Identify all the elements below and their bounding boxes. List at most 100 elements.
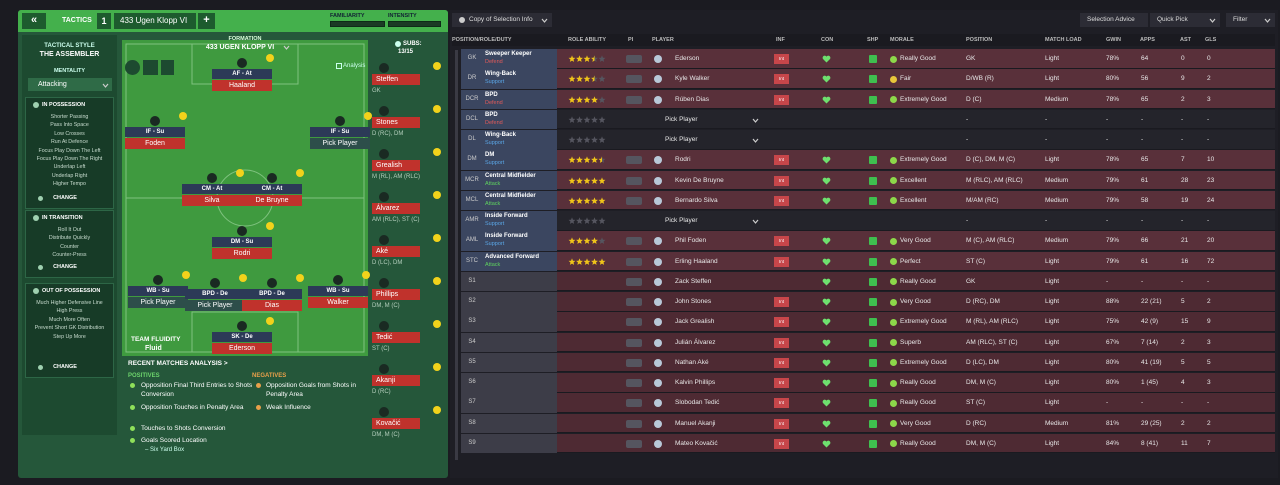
- player-role[interactable]: CM - At: [182, 184, 242, 194]
- pi-icon[interactable]: [626, 176, 642, 185]
- change-button[interactable]: CHANGE: [53, 195, 77, 201]
- sub-slot[interactable]: Tedić: [372, 332, 420, 343]
- player-name[interactable]: Julián Álvarez: [675, 338, 716, 346]
- player-name[interactable]: Jack Grealish: [675, 318, 715, 326]
- player-role[interactable]: AF - At: [212, 69, 272, 79]
- table-row[interactable]: [461, 89, 1275, 109]
- pi-icon[interactable]: [626, 318, 642, 327]
- column-header[interactable]: CON: [821, 37, 834, 43]
- role-name[interactable]: BPD: [485, 91, 498, 98]
- pi-icon[interactable]: [626, 257, 642, 266]
- column-header[interactable]: INF: [776, 37, 785, 43]
- analysis-title[interactable]: RECENT MATCHES ANALYSIS >: [128, 360, 228, 367]
- tactic-name[interactable]: 433 Ugen Klopp VI: [114, 13, 196, 29]
- player-name[interactable]: Rúben Dias: [675, 95, 709, 103]
- sub-slot[interactable]: Stones: [372, 117, 420, 128]
- table-row[interactable]: [461, 292, 1275, 312]
- player-slot[interactable]: De Bruyne: [242, 195, 302, 206]
- player-slot[interactable]: Pick Player: [185, 300, 245, 311]
- player-slot[interactable]: Ederson: [212, 343, 272, 354]
- player-name[interactable]: Bernardo Silva: [675, 196, 718, 204]
- column-header[interactable]: PLAYER: [652, 37, 674, 43]
- column-header[interactable]: POSITION/ROLE/DUTY: [452, 37, 512, 43]
- pi-icon[interactable]: [626, 277, 642, 286]
- player-name[interactable]: Rodri: [675, 156, 691, 164]
- player-name[interactable]: Nathan Aké: [675, 358, 709, 366]
- table-row[interactable]: [461, 190, 1275, 211]
- sub-slot[interactable]: Grealish: [372, 160, 420, 171]
- pi-icon[interactable]: [626, 379, 642, 387]
- player-slot[interactable]: Pick Player: [310, 138, 370, 149]
- sub-slot[interactable]: Kovačić: [372, 418, 420, 429]
- role-name[interactable]: Wing-Back: [485, 71, 516, 78]
- pi-icon[interactable]: [626, 439, 642, 448]
- player-name[interactable]: Pick Player: [665, 115, 698, 123]
- table-row[interactable]: [461, 49, 1275, 69]
- table-row[interactable]: [461, 109, 1275, 130]
- player-slot[interactable]: Rodri: [212, 248, 272, 259]
- view-button[interactable]: [161, 60, 174, 75]
- player-name[interactable]: Ederson: [675, 55, 700, 62]
- role-name[interactable]: Central Midfielder: [485, 172, 536, 179]
- pi-icon[interactable]: [626, 156, 642, 165]
- change-button[interactable]: CHANGE: [53, 364, 77, 370]
- formation-name[interactable]: 433 UGEN KLOPP VI: [205, 44, 275, 51]
- table-row[interactable]: [461, 413, 1275, 433]
- player-slot[interactable]: Walker: [308, 297, 368, 308]
- sub-slot[interactable]: Phillips: [372, 289, 420, 300]
- pi-icon[interactable]: [626, 358, 642, 367]
- role-name[interactable]: Wing-Back: [485, 132, 516, 138]
- player-slot[interactable]: Haaland: [212, 80, 272, 91]
- pi-icon[interactable]: [626, 95, 642, 104]
- view-button[interactable]: [125, 60, 140, 75]
- player-name[interactable]: Pick Player: [665, 136, 698, 143]
- pi-icon[interactable]: [626, 55, 642, 63]
- view-select[interactable]: Copy of Selection Info: [452, 13, 552, 27]
- pi-icon[interactable]: [626, 399, 642, 408]
- back-button[interactable]: «: [22, 13, 46, 29]
- player-name[interactable]: Phil Foden: [675, 237, 707, 245]
- column-header[interactable]: ROLE ABILITY: [568, 37, 606, 43]
- player-role[interactable]: BPD - De: [185, 289, 245, 299]
- column-header[interactable]: APPS: [1140, 37, 1155, 43]
- player-name[interactable]: Mateo Kovačić: [675, 439, 718, 447]
- player-slot[interactable]: Pick Player: [128, 297, 188, 308]
- sub-slot[interactable]: Steffen: [372, 74, 420, 85]
- role-name[interactable]: Central Midfielder: [485, 192, 536, 199]
- role-name[interactable]: Advanced Forward: [485, 253, 540, 260]
- table-row[interactable]: [461, 271, 1275, 292]
- analysis-toggle[interactable]: Analysis: [343, 63, 366, 69]
- player-name[interactable]: John Stones: [675, 298, 712, 305]
- player-role[interactable]: IF - Su: [125, 127, 185, 137]
- player-role[interactable]: IF - Su: [310, 127, 370, 137]
- toolbar-button[interactable]: Selection Advice: [1080, 13, 1148, 27]
- column-header[interactable]: GLS: [1205, 37, 1217, 43]
- toolbar-button[interactable]: Filter: [1226, 13, 1275, 27]
- role-name[interactable]: Inside Forward: [485, 213, 528, 219]
- player-name[interactable]: Erling Haaland: [675, 257, 718, 265]
- player-slot[interactable]: Foden: [125, 138, 185, 149]
- player-role[interactable]: WB - Su: [128, 286, 188, 296]
- player-role[interactable]: CM - At: [242, 184, 302, 194]
- player-role[interactable]: WB - Su: [308, 286, 368, 296]
- table-row[interactable]: [461, 332, 1275, 352]
- player-name[interactable]: Kevin De Bruyne: [675, 176, 724, 184]
- pi-icon[interactable]: [626, 196, 642, 205]
- player-name[interactable]: Zack Steffen: [675, 277, 712, 285]
- sub-slot[interactable]: Akanji: [372, 375, 420, 386]
- table-row[interactable]: [461, 150, 1275, 170]
- change-button[interactable]: CHANGE: [53, 264, 77, 270]
- pi-icon[interactable]: [626, 237, 642, 246]
- player-slot[interactable]: Dias: [242, 300, 302, 311]
- pi-icon[interactable]: [626, 419, 642, 428]
- player-slot[interactable]: Silva: [182, 195, 242, 206]
- column-header[interactable]: MORALE: [890, 37, 914, 43]
- table-row[interactable]: [461, 393, 1275, 413]
- table-row[interactable]: [461, 352, 1275, 373]
- role-name[interactable]: Sweeper Keeper: [485, 51, 532, 57]
- add-tactic[interactable]: +: [198, 13, 215, 29]
- player-role[interactable]: DM - Su: [212, 237, 272, 247]
- table-row[interactable]: [461, 69, 1275, 89]
- player-name[interactable]: Kyle Walker: [675, 75, 710, 83]
- sub-slot[interactable]: Álvarez: [372, 203, 420, 214]
